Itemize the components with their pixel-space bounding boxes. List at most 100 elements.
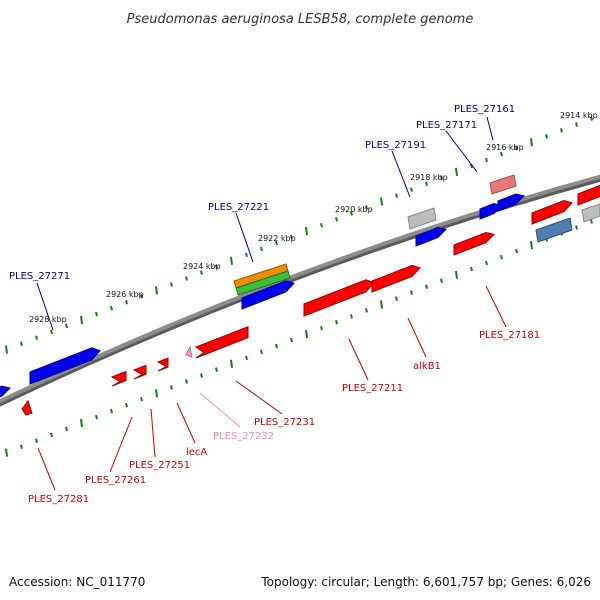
- inner-track-tick: [245, 355, 248, 361]
- gene-arrow-red: [194, 325, 249, 359]
- gene-leader-line: [407, 317, 427, 358]
- gene-arrow-red: [156, 357, 169, 372]
- map-title: Pseudomonas aeruginosa LESB58, complete …: [127, 12, 474, 27]
- inner-track-tick: [65, 426, 68, 432]
- outer-track-tick: [5, 345, 8, 354]
- outer-track-tick: [590, 116, 593, 121]
- outer-track-tick: [380, 197, 383, 206]
- outer-track-tick: [560, 128, 563, 133]
- gene-label: PLES_27161: [454, 104, 515, 115]
- backbone-shadow: [0, 175, 600, 407]
- outer-track-tick: [530, 138, 533, 147]
- gene-leader-line: [176, 402, 196, 444]
- inner-track-tick: [350, 314, 353, 319]
- gene-label: PLES_27211: [342, 383, 403, 394]
- outer-track-tick: [155, 286, 158, 295]
- gene-leader-line: [348, 338, 369, 381]
- gene-labels-layer: PLES_27161 PLES_27171 PLES_27191 PLES_27221…: [9, 104, 540, 505]
- gene-leader-line: [235, 212, 254, 263]
- gene-arrow-red: [531, 199, 573, 225]
- gene-arrow-red: [132, 364, 147, 380]
- outer-track-tick: [515, 145, 518, 151]
- outer-track-tick: [215, 264, 218, 269]
- gene-leader-line: [199, 392, 241, 428]
- gene-leader-line: [445, 130, 478, 173]
- inner-track-tick: [500, 254, 503, 260]
- gene-arrow-red: [21, 399, 33, 416]
- outer-track-tick: [365, 205, 368, 210]
- outer-track-tick: [200, 270, 203, 275]
- outer-track-tick: [170, 282, 173, 287]
- inner-track-tick: [170, 385, 173, 390]
- gene-arrow-red: [110, 370, 127, 387]
- gene-leader-line: [109, 416, 133, 473]
- outer-track-tick: [575, 122, 578, 127]
- outer-track-tick: [230, 256, 233, 265]
- gene-leader-line: [37, 447, 56, 491]
- outer-track-tick: [545, 134, 548, 139]
- genes-layer: [0, 174, 600, 416]
- inner-track-tick: [515, 248, 518, 254]
- outer-track-tick: [20, 341, 23, 346]
- outer-track-tick: [335, 217, 338, 222]
- inner-track-tick: [110, 408, 113, 414]
- inner-track-tick: [470, 266, 473, 272]
- gene-box-grey: [407, 207, 437, 230]
- outer-track-tick: [275, 240, 278, 246]
- inner-track-tick: [125, 402, 128, 408]
- gene-label: PLES_27221: [208, 202, 269, 213]
- gene-label: PLES_27231: [254, 417, 315, 428]
- outer-track-tick: [110, 305, 113, 311]
- backbone-line: [0, 174, 600, 404]
- gene-label: PLES_27181: [479, 330, 540, 341]
- outer-track-tick: [50, 329, 53, 335]
- inner-track-tick: [95, 414, 98, 420]
- tick-label: 2928 kbp: [29, 315, 67, 324]
- inner-track-tick: [380, 300, 383, 309]
- gene-leader-line: [486, 116, 494, 141]
- outer-track-tick: [455, 167, 458, 177]
- outer-track-tick: [500, 151, 503, 157]
- gene-box-salmon: [489, 174, 517, 195]
- outer-track-tick: [95, 311, 98, 317]
- gene-arrow-red: [371, 264, 421, 293]
- inner-track-tick: [140, 397, 143, 402]
- inner-track-tick: [50, 432, 53, 438]
- inner-track-tick: [410, 290, 413, 295]
- outer-track-tick: [290, 234, 293, 240]
- outer-track-tick: [485, 157, 488, 163]
- gene-box-green: [235, 270, 291, 296]
- inner-track-tick: [365, 308, 368, 313]
- tick-label: 2926 kbp: [106, 290, 144, 299]
- outer-track-tick: [305, 227, 308, 236]
- gene-arrow-blue: [0, 385, 11, 398]
- inner-track-tick: [155, 389, 158, 398]
- accession-text: Accession: NC_011770: [9, 575, 145, 589]
- outer-track-tick: [395, 193, 398, 198]
- tick-label: 2920 kbp: [335, 205, 373, 214]
- outer-track-tick: [65, 323, 68, 329]
- gene-label: PLES_27271: [9, 271, 70, 282]
- gene-arrow-blue: [29, 347, 101, 385]
- genome-summary-text: Topology: circular; Length: 6,601,757 bp…: [260, 575, 591, 589]
- outer-track-tick: [185, 276, 188, 281]
- inner-track-tick: [215, 367, 218, 372]
- inner-track-tick: [230, 359, 233, 368]
- inner-track-tick: [335, 320, 338, 325]
- outer-track-tick: [140, 294, 143, 299]
- outer-track-tick: [425, 181, 428, 186]
- inner-track-tick: [275, 343, 278, 349]
- gene-box-steel: [535, 217, 573, 243]
- tick-label: 2922 kbp: [258, 234, 296, 243]
- gene-arrow-red: [577, 184, 600, 206]
- gene-label: PLES_27261: [85, 475, 146, 486]
- inner-track-tick: [5, 448, 8, 457]
- gene-leader-line: [36, 282, 54, 331]
- inner-track-tick: [590, 219, 593, 224]
- inner-track-tick: [425, 284, 428, 289]
- gene-label: PLES_27251: [129, 460, 190, 471]
- inner-track-tick: [305, 330, 308, 339]
- gene-leader-line: [485, 285, 507, 328]
- gene-arrow-red: [303, 279, 375, 317]
